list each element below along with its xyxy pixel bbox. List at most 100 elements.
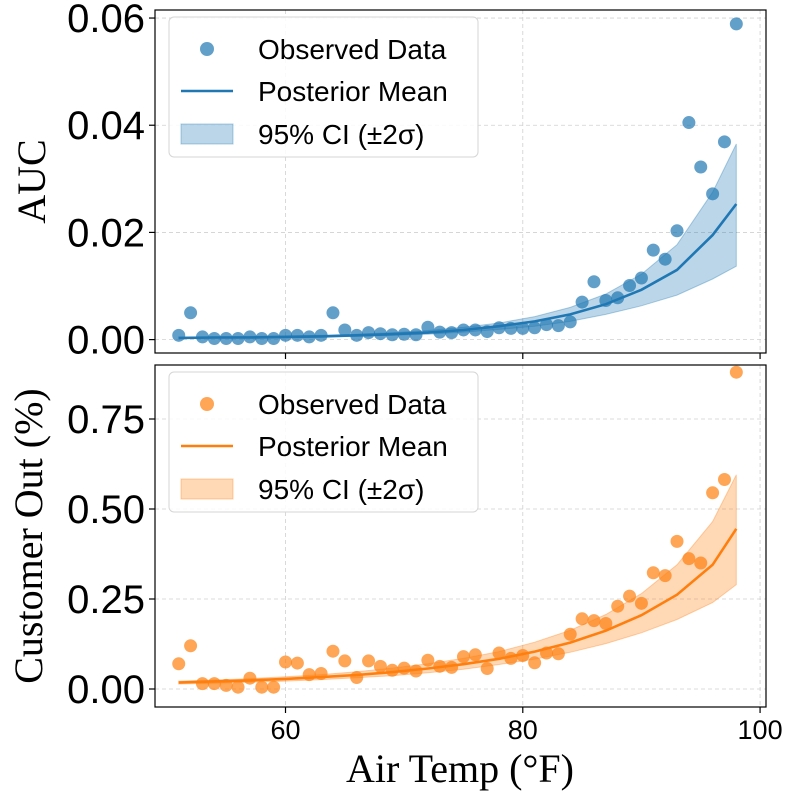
data-point <box>468 648 482 662</box>
data-point <box>646 243 660 257</box>
auc-panel: 0.00 0.02 0.04 0.06 AUC Observed Data Posterio… <box>9 0 767 363</box>
data-point <box>219 332 233 346</box>
data-point <box>516 649 530 663</box>
data-point <box>599 293 613 307</box>
data-point <box>207 332 221 346</box>
data-point <box>350 670 364 684</box>
posterior-mean-line <box>178 528 738 684</box>
y-tick-label: 0.75 <box>67 398 145 442</box>
data-point <box>243 330 257 344</box>
data-point <box>433 659 447 673</box>
data-point <box>528 656 542 670</box>
data-point <box>575 295 589 309</box>
data-point <box>172 657 186 671</box>
data-point <box>350 328 364 342</box>
data-point <box>682 552 696 566</box>
data-point <box>362 326 376 340</box>
legend-marker-observed <box>200 42 214 56</box>
data-point <box>409 664 423 678</box>
data-point <box>717 135 731 149</box>
data-point <box>456 323 470 337</box>
legend-label: 95% CI (±2σ) <box>258 119 424 150</box>
data-point <box>184 639 198 653</box>
customer-out-panel: 0.00 0.25 0.50 0.75 60 80 100 Customer Out (%) O… <box>6 364 783 745</box>
data-point <box>433 325 447 339</box>
data-point <box>658 252 672 266</box>
legend-marker-ci <box>180 478 234 500</box>
data-point <box>373 659 387 673</box>
data-point <box>623 589 637 603</box>
legend-label: Posterior Mean <box>258 76 448 107</box>
data-point <box>623 278 637 292</box>
legend: Observed Data Posterior Mean 95% CI (±2σ) <box>168 371 479 513</box>
data-point <box>231 680 245 694</box>
data-point <box>611 599 625 613</box>
data-point <box>195 330 209 344</box>
data-point <box>694 160 708 174</box>
data-point <box>421 320 435 334</box>
data-point <box>290 328 304 342</box>
data-point <box>551 319 565 333</box>
data-point <box>219 678 233 692</box>
data-point <box>243 671 257 685</box>
data-point <box>516 321 530 335</box>
data-point <box>729 365 743 379</box>
y-tick-label: 0.25 <box>67 578 145 622</box>
data-point <box>184 306 198 320</box>
y-tick-label: 0.04 <box>67 104 145 148</box>
legend-marker-observed <box>200 397 214 411</box>
y-tick-label: 0.00 <box>67 319 145 363</box>
data-point <box>504 321 518 335</box>
y-tick-label: 0.50 <box>67 488 145 532</box>
legend-marker-ci <box>180 123 234 145</box>
axes-frame <box>154 364 767 708</box>
data-point <box>326 644 340 658</box>
data-point <box>397 661 411 675</box>
data-point <box>290 656 304 670</box>
data-point <box>302 668 316 682</box>
data-point <box>385 328 399 342</box>
data-point <box>195 677 209 691</box>
y-tick-label: 0.06 <box>67 0 145 41</box>
data-point <box>682 116 696 130</box>
data-point <box>267 332 281 346</box>
ci-band <box>178 143 737 340</box>
data-point <box>267 680 281 694</box>
data-point <box>717 472 731 486</box>
data-point <box>172 328 186 342</box>
data-point <box>445 660 459 674</box>
data-point <box>634 596 648 610</box>
data-point <box>611 291 625 305</box>
data-point <box>706 187 720 201</box>
data-point <box>397 327 411 341</box>
data-point <box>706 486 720 500</box>
data-point <box>409 328 423 342</box>
legend-label: 95% CI (±2σ) <box>258 474 424 505</box>
data-point <box>255 680 269 694</box>
data-point <box>326 306 340 320</box>
data-point <box>421 653 435 667</box>
legend-label: Observed Data <box>258 389 447 420</box>
axes-frame <box>154 9 767 354</box>
data-point <box>551 647 565 661</box>
data-point <box>314 328 328 342</box>
data-point <box>480 661 494 675</box>
data-point <box>373 327 387 341</box>
data-point <box>540 318 554 332</box>
data-point <box>279 328 293 342</box>
legend: Observed Data Posterior Mean 95% CI (±2σ) <box>168 16 479 158</box>
data-point <box>492 646 506 660</box>
legend-label: Observed Data <box>258 34 447 65</box>
x-tick-label: 80 <box>508 715 538 745</box>
data-point <box>575 612 589 626</box>
data-point <box>634 271 648 285</box>
y-tick-label: 0.00 <box>67 668 145 712</box>
data-point <box>658 569 672 583</box>
data-point <box>445 326 459 340</box>
data-point <box>563 315 577 329</box>
data-point <box>302 330 316 344</box>
data-point <box>456 650 470 664</box>
data-point <box>231 332 245 346</box>
data-point <box>492 321 506 335</box>
